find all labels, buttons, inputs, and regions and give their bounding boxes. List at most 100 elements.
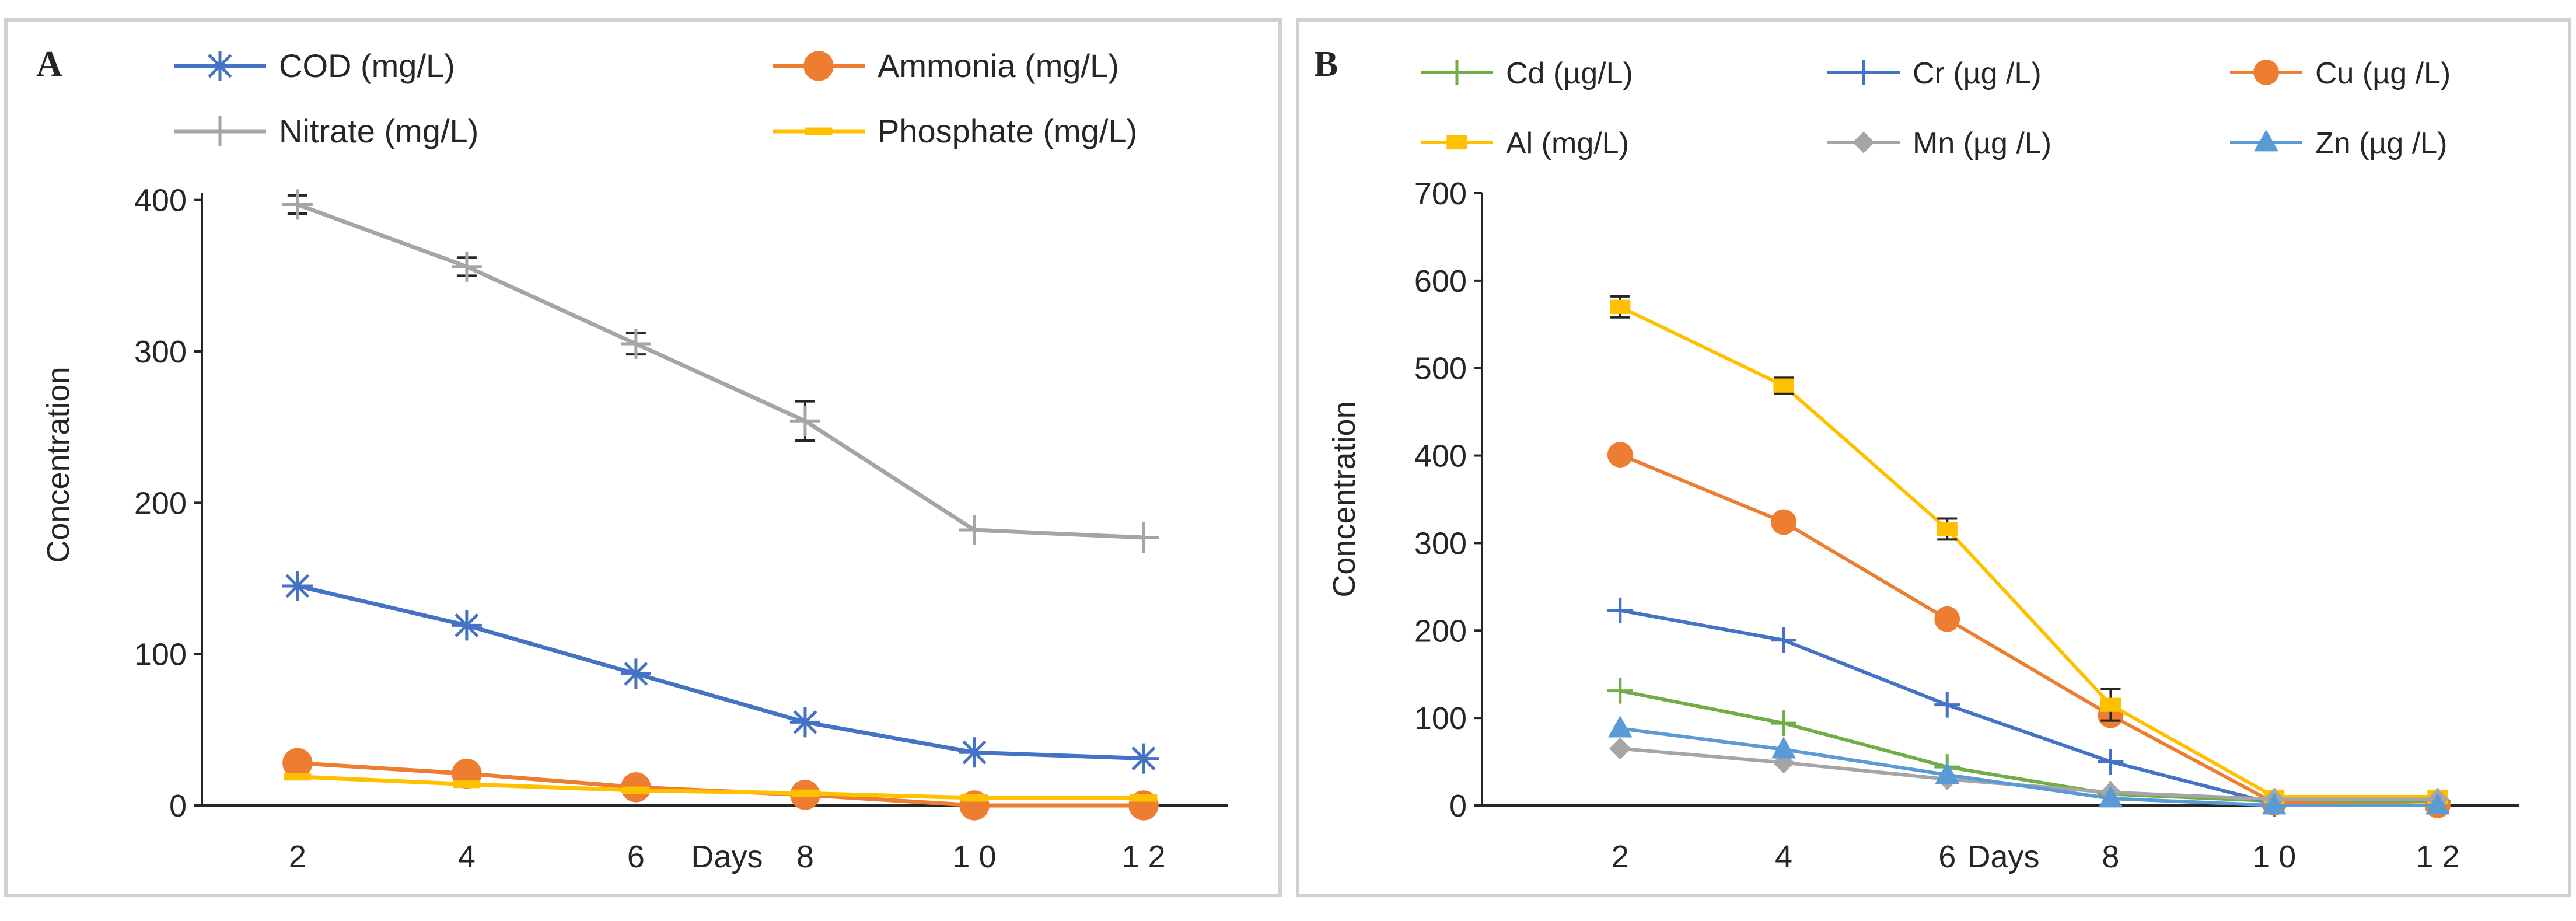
panel-b-data-point bbox=[2262, 793, 2287, 815]
panel-b-frame bbox=[1296, 18, 2571, 897]
panel-b-data-point bbox=[1771, 509, 1796, 535]
panel-a-legend-label: Ammonia (mg/L) bbox=[878, 47, 1119, 84]
panel-a-legend-label: COD (mg/L) bbox=[279, 47, 455, 84]
panel-b-legend-entry: Cd (µg/L) bbox=[1421, 57, 1633, 90]
panel-a-y-tick-label: 100 bbox=[134, 637, 187, 672]
panel-a-data-point bbox=[620, 658, 651, 689]
panel-b-data-point bbox=[1607, 442, 1633, 468]
panel-a-label: A bbox=[36, 44, 62, 84]
panel-a-x-tick-label: 1 0 bbox=[952, 839, 996, 874]
panel-a-legend-marker bbox=[205, 116, 235, 146]
panel-b-x-tick-label: 1 2 bbox=[2416, 839, 2459, 874]
panel-a-y-tick-label: 0 bbox=[169, 789, 187, 824]
panel-b-x-tick-label: 6 bbox=[1938, 839, 1956, 874]
panel-b-series-line bbox=[1620, 727, 2438, 807]
panel-b-data-point bbox=[1935, 762, 1960, 784]
panel-a-data-point bbox=[1128, 743, 1159, 774]
panel-a-x-tick-label: 2 bbox=[289, 839, 306, 874]
panel-b-x-tick-label: 2 bbox=[1612, 839, 1629, 874]
panel-b-data-point bbox=[1771, 710, 1797, 737]
panel-b-y-tick-label: 300 bbox=[1414, 526, 1467, 561]
panel-b-legend-label: Cu (µg /L) bbox=[2315, 57, 2451, 90]
panel-b-data-point bbox=[1937, 522, 1958, 536]
panel-b-data-point bbox=[1771, 627, 1797, 653]
panel-a-series-phosphate-mg-l bbox=[284, 773, 1158, 802]
panel-b-data-point bbox=[2098, 786, 2123, 808]
panel-a-legend-entry: Ammonia (mg/L) bbox=[773, 47, 1119, 84]
panel-a-data-point bbox=[1130, 794, 1158, 802]
panel-a-series-nitrate-mg-l bbox=[282, 189, 1159, 553]
panel-b-legend-marker bbox=[2253, 60, 2279, 85]
panel-a-data-point bbox=[791, 789, 819, 797]
panel-b-legend-label: Cr (µg /L) bbox=[1913, 57, 2042, 90]
panel-b-x-tick-label: 8 bbox=[2102, 839, 2119, 874]
panel-a-data-point bbox=[959, 737, 990, 768]
panel-a-x-tick-label: 6 bbox=[627, 839, 645, 874]
panel-b-y-tick-label: 600 bbox=[1414, 264, 1467, 299]
panel-a-y-tick-label: 300 bbox=[134, 334, 187, 369]
panel-a-legend-marker bbox=[805, 127, 833, 135]
panel-a-data-point bbox=[959, 515, 990, 546]
panel-a-x-axis-title: Days bbox=[691, 839, 763, 874]
panel-b-y-tick-label: 400 bbox=[1414, 439, 1467, 474]
panel-a-legend-label: Nitrate (mg/L) bbox=[279, 113, 478, 149]
panel-b-legend-label: Cd (µg/L) bbox=[1506, 57, 1633, 90]
panel-b-legend-entry: Zn (µg /L) bbox=[2230, 127, 2447, 161]
panel-a-data-point bbox=[453, 780, 481, 789]
panel-b-legend-entry: Cr (µg /L) bbox=[1827, 57, 2042, 90]
panel-b-data-point bbox=[1773, 378, 1794, 393]
panel-b-legend-marker bbox=[1446, 135, 1467, 150]
panel-b-legend-marker bbox=[2254, 130, 2278, 152]
panel-a-legend-entry: Nitrate (mg/L) bbox=[174, 113, 478, 149]
panel-b-data-point bbox=[1607, 678, 1633, 704]
panel-b-series-zn-g-l bbox=[1607, 716, 2450, 815]
panel-b-legend-label: Mn (µg /L) bbox=[1913, 127, 2051, 161]
panel-b-data-point bbox=[2425, 793, 2450, 815]
panel-b-y-tick-label: 200 bbox=[1414, 613, 1467, 648]
panel-a-data-point bbox=[451, 251, 482, 282]
panel-a-data-point bbox=[451, 610, 482, 641]
panel-b-data-point bbox=[1610, 299, 1631, 314]
panel-b-label: B bbox=[1314, 44, 1338, 84]
panel-a-data-point bbox=[620, 329, 651, 360]
panel-a-x-tick-label: 4 bbox=[458, 839, 476, 874]
panel-a-legend-entry: COD (mg/L) bbox=[174, 47, 455, 84]
panel-a-data-point bbox=[282, 570, 313, 601]
panel-b-y-tick-label: 500 bbox=[1414, 351, 1467, 386]
panel-a-legend-entry: Phosphate (mg/L) bbox=[773, 113, 1137, 149]
panel-a-y-tick-label: 400 bbox=[134, 183, 187, 218]
panel-a-data-point bbox=[960, 794, 988, 802]
panel-b-legend-entry: Mn (µg /L) bbox=[1827, 127, 2051, 161]
panel-a-y-tick-label: 200 bbox=[134, 486, 187, 521]
panel-a-data-point bbox=[622, 786, 650, 794]
panel-a-x-tick-label: 8 bbox=[796, 839, 814, 874]
panel-b-legend-marker bbox=[1851, 60, 1876, 85]
panel-b-data-point bbox=[1771, 737, 1796, 759]
panel-b-series-al-mg-l bbox=[1610, 295, 2448, 804]
panel-a-series-line bbox=[297, 584, 1144, 761]
panel-a-x-tick-label: 1 2 bbox=[1121, 839, 1165, 874]
panel-a-data-point bbox=[1128, 522, 1159, 553]
panel-b-legend-label: Zn (µg /L) bbox=[2315, 127, 2447, 161]
panel-b-data-point bbox=[1934, 606, 1960, 632]
panel-b-y-tick-label: 0 bbox=[1449, 789, 1467, 824]
panel-a-data-point bbox=[789, 707, 820, 738]
panel-b-data-point bbox=[2100, 697, 2121, 712]
panel-b-data-point bbox=[1607, 597, 1633, 623]
panel-a-data-point bbox=[789, 406, 820, 437]
panel-a-data-point bbox=[282, 189, 313, 220]
panel-b-data-point bbox=[1934, 692, 1960, 718]
panel-a-frame bbox=[4, 18, 1282, 897]
panel-b-data-point bbox=[1607, 716, 1633, 738]
panel-b-y-tick-label: 700 bbox=[1414, 176, 1467, 211]
panel-b-legend-label: Al (mg/L) bbox=[1506, 127, 1629, 161]
panel-a-series-cod-mg-l bbox=[282, 570, 1159, 774]
panel-a-series-line bbox=[297, 775, 1144, 800]
panel-a-legend-label: Phosphate (mg/L) bbox=[878, 113, 1137, 149]
panel-b-x-tick-label: 1 0 bbox=[2252, 839, 2296, 874]
panel-b-data-point bbox=[2098, 749, 2124, 775]
panel-b-x-axis-title: Days bbox=[1967, 839, 2039, 874]
